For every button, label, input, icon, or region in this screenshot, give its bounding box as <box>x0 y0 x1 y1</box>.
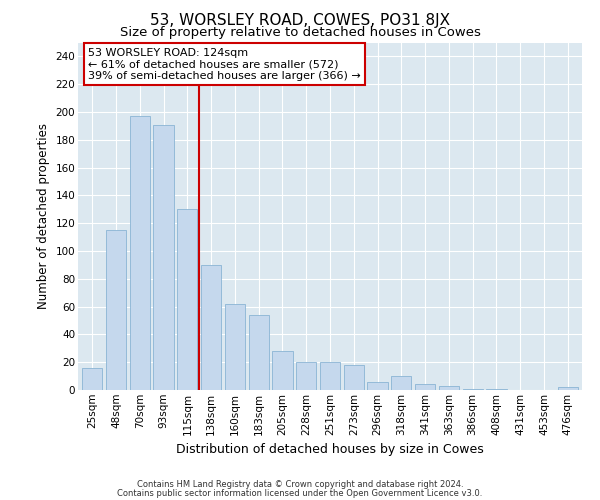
Bar <box>106 230 126 390</box>
Bar <box>201 265 221 390</box>
Bar <box>557 387 578 390</box>
Bar <box>130 116 150 390</box>
Bar <box>391 376 412 390</box>
Text: 53, WORSLEY ROAD, COWES, PO31 8JX: 53, WORSLEY ROAD, COWES, PO31 8JX <box>150 12 450 28</box>
Bar <box>487 388 506 390</box>
Bar <box>344 365 364 390</box>
Bar <box>439 386 459 390</box>
Bar <box>248 315 269 390</box>
Bar <box>415 384 435 390</box>
Text: Contains HM Land Registry data © Crown copyright and database right 2024.: Contains HM Land Registry data © Crown c… <box>137 480 463 489</box>
Text: Contains public sector information licensed under the Open Government Licence v3: Contains public sector information licen… <box>118 488 482 498</box>
Text: 53 WORSLEY ROAD: 124sqm
← 61% of detached houses are smaller (572)
39% of semi-d: 53 WORSLEY ROAD: 124sqm ← 61% of detache… <box>88 48 361 81</box>
Bar <box>320 362 340 390</box>
Bar <box>367 382 388 390</box>
Bar <box>177 210 197 390</box>
X-axis label: Distribution of detached houses by size in Cowes: Distribution of detached houses by size … <box>176 443 484 456</box>
Bar <box>225 304 245 390</box>
Bar <box>154 124 173 390</box>
Bar <box>272 351 293 390</box>
Y-axis label: Number of detached properties: Number of detached properties <box>37 123 50 309</box>
Text: Size of property relative to detached houses in Cowes: Size of property relative to detached ho… <box>119 26 481 39</box>
Bar <box>82 368 103 390</box>
Bar <box>463 388 483 390</box>
Bar <box>296 362 316 390</box>
